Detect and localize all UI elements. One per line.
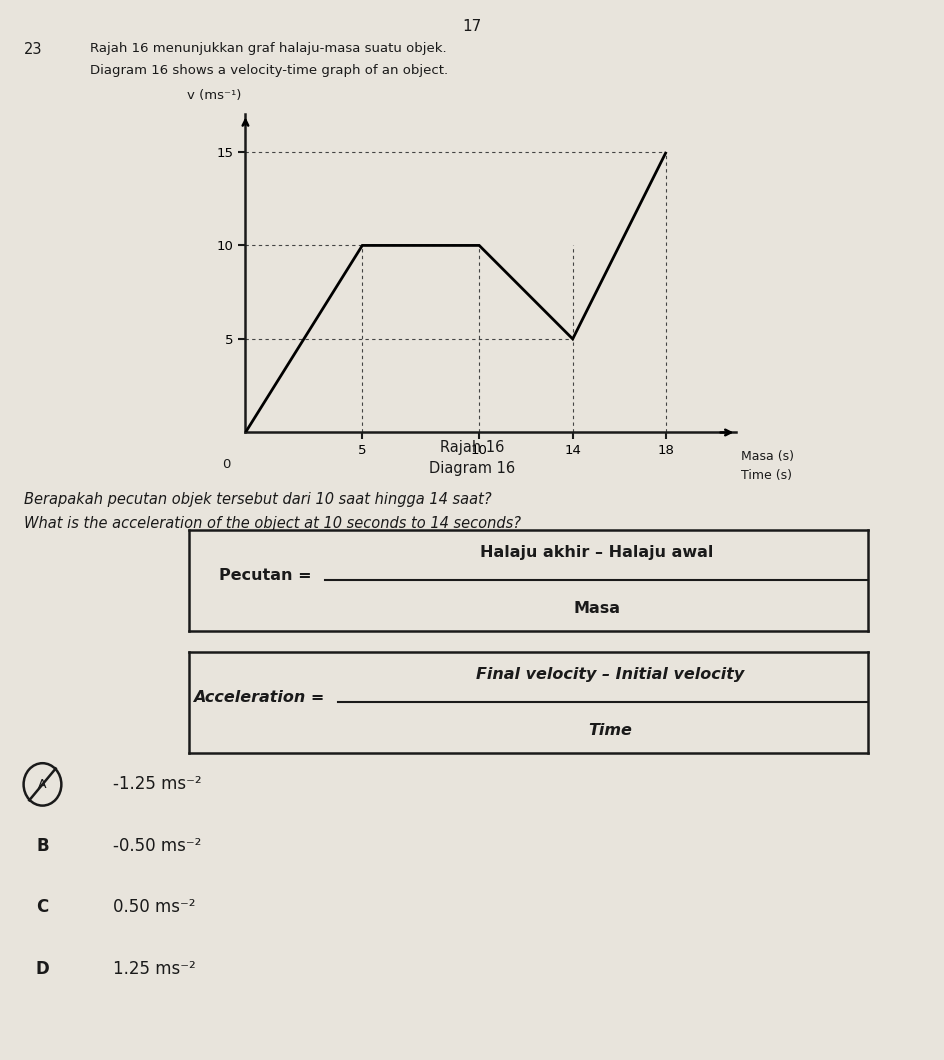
Point xyxy=(863,575,874,587)
Text: Diagram 16: Diagram 16 xyxy=(429,461,515,476)
Text: 17: 17 xyxy=(463,19,481,34)
Text: 23: 23 xyxy=(24,42,42,57)
Text: 1.25 ms⁻²: 1.25 ms⁻² xyxy=(113,960,196,977)
Text: B: B xyxy=(36,837,49,854)
Text: Final velocity – Initial velocity: Final velocity – Initial velocity xyxy=(476,667,744,682)
Text: What is the acceleration of the object at 10 seconds to 14 seconds?: What is the acceleration of the object a… xyxy=(24,516,520,531)
Text: -1.25 ms⁻²: -1.25 ms⁻² xyxy=(113,776,202,793)
Text: Rajah 16: Rajah 16 xyxy=(440,440,504,455)
Point xyxy=(332,695,344,708)
Text: Masa: Masa xyxy=(573,601,620,616)
Text: v (ms⁻¹): v (ms⁻¹) xyxy=(187,89,241,102)
Text: Rajah 16 menunjukkan graf halaju-masa suatu objek.: Rajah 16 menunjukkan graf halaju-masa su… xyxy=(90,42,447,55)
Text: Diagram 16 shows a velocity-time graph of an object.: Diagram 16 shows a velocity-time graph o… xyxy=(90,64,447,76)
Text: Halaju akhir – Halaju awal: Halaju akhir – Halaju awal xyxy=(480,545,714,560)
Text: Acceleration =: Acceleration = xyxy=(194,690,325,705)
Text: Time: Time xyxy=(588,723,632,738)
Point xyxy=(319,575,330,587)
Text: Pecutan =: Pecutan = xyxy=(218,568,312,583)
Text: -0.50 ms⁻²: -0.50 ms⁻² xyxy=(113,837,202,854)
Text: C: C xyxy=(37,899,48,916)
Text: A: A xyxy=(38,778,47,791)
Point xyxy=(863,695,874,708)
Text: Masa (s): Masa (s) xyxy=(741,449,794,463)
Text: D: D xyxy=(36,960,49,977)
Text: 0: 0 xyxy=(223,458,230,471)
Text: Berapakah pecutan objek tersebut dari 10 saat hingga 14 saat?: Berapakah pecutan objek tersebut dari 10… xyxy=(24,492,491,507)
Text: Time (s): Time (s) xyxy=(741,469,792,482)
Text: 0.50 ms⁻²: 0.50 ms⁻² xyxy=(113,899,195,916)
